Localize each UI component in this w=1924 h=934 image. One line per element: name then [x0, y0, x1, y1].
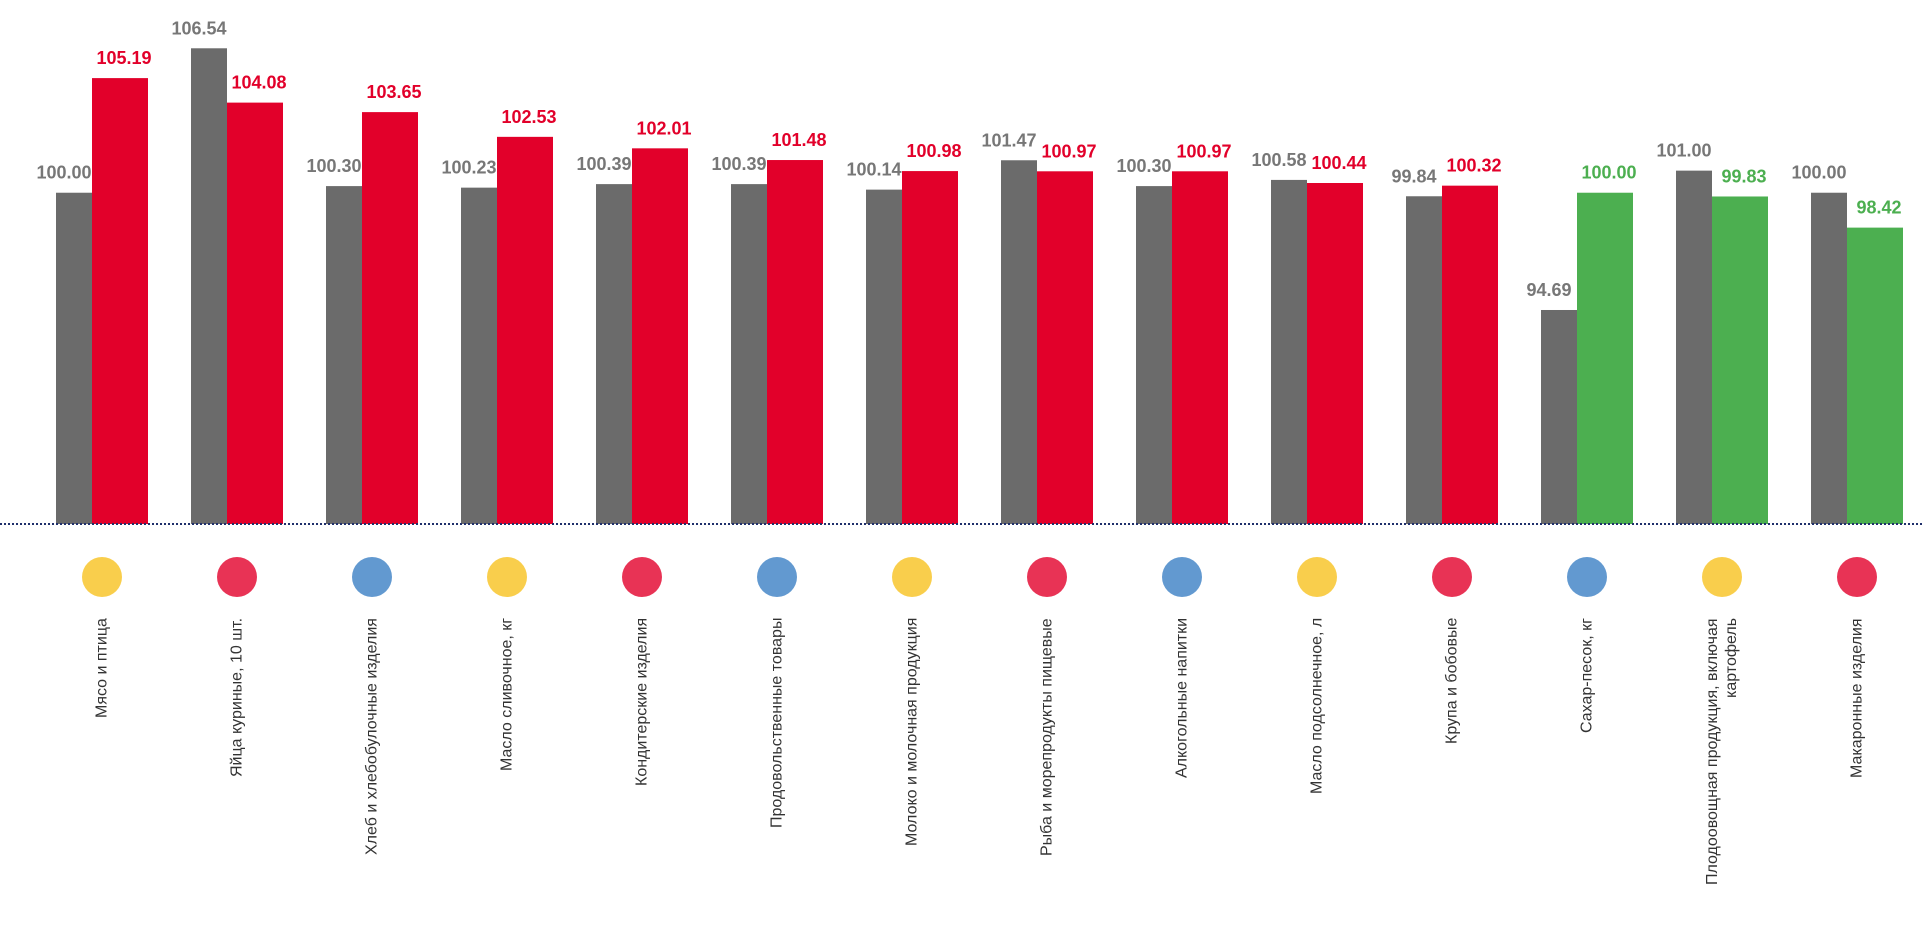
bar [1811, 193, 1847, 524]
x-tick-label: Крупа и бобовые [1443, 618, 1462, 918]
bar [1712, 196, 1768, 524]
icon [1027, 557, 1067, 597]
value-label: 103.65 [366, 82, 421, 102]
x-tick-label: Масло подсолнечное, л [1308, 618, 1327, 918]
bar [902, 171, 958, 524]
bar [362, 112, 418, 524]
icon [757, 557, 797, 597]
value-label: 100.44 [1311, 153, 1366, 173]
bar [1577, 193, 1633, 524]
value-label: 101.47 [981, 130, 1036, 150]
x-tick-label: Мясо и птица [93, 618, 112, 918]
icon [1702, 557, 1742, 597]
value-label: 100.14 [846, 160, 901, 180]
bar [1847, 228, 1903, 524]
value-label: 100.00 [36, 163, 91, 183]
page: 100.00 105.19 106.54 104.08 100.30 103.65 100.… [0, 0, 1924, 934]
bar [632, 148, 688, 524]
bar [1442, 186, 1498, 524]
x-tick-label: Масло сливочное, кг [498, 618, 517, 918]
value-label: 98.42 [1856, 198, 1901, 218]
icon [487, 557, 527, 597]
icon [1297, 557, 1337, 597]
icon [1162, 557, 1202, 597]
bar [461, 188, 497, 524]
icon [1432, 557, 1472, 597]
x-tick-label: Макаронные изделия [1848, 618, 1867, 918]
x-tick-label: Алкогольные напитки [1173, 618, 1192, 918]
bar [326, 186, 362, 524]
x-tick-label: Яйца куриные, 10 шт. [228, 618, 247, 918]
value-label: 100.00 [1581, 163, 1636, 183]
x-tick-label: Хлеб и хлебобулочные изделия [363, 618, 382, 918]
value-label: 99.83 [1721, 166, 1766, 186]
value-label: 100.97 [1176, 141, 1231, 161]
icon [217, 557, 257, 597]
value-label: 102.53 [501, 107, 556, 127]
bar [1271, 180, 1307, 524]
bar [92, 78, 148, 524]
bar [56, 193, 92, 524]
value-label: 100.98 [906, 141, 961, 161]
value-label: 100.58 [1251, 150, 1306, 170]
bar [596, 184, 632, 524]
icon [622, 557, 662, 597]
x-tick-label: Сахар-песок, кг [1578, 618, 1597, 918]
value-label: 100.39 [576, 154, 631, 174]
value-label: 94.69 [1526, 280, 1571, 300]
value-label: 100.39 [711, 154, 766, 174]
bar [1001, 160, 1037, 524]
value-label: 100.30 [1116, 156, 1171, 176]
bar [767, 160, 823, 524]
bar [731, 184, 767, 524]
bar [1406, 196, 1442, 524]
bar [1136, 186, 1172, 524]
x-tick-label: Продовольственные товары [768, 618, 787, 918]
icon [1567, 557, 1607, 597]
icon [1837, 557, 1877, 597]
bar [1172, 171, 1228, 524]
bar [866, 190, 902, 524]
value-label: 100.00 [1791, 163, 1846, 183]
value-label: 102.01 [636, 118, 691, 138]
bar [497, 137, 553, 524]
value-label: 99.84 [1391, 166, 1436, 186]
x-tick-label: Кондитерские изделия [633, 618, 652, 918]
value-label: 100.30 [306, 156, 361, 176]
value-label: 104.08 [231, 73, 286, 93]
bar [191, 48, 227, 524]
bar [1307, 183, 1363, 524]
value-label: 100.23 [441, 158, 496, 178]
value-label: 100.32 [1446, 156, 1501, 176]
icon [892, 557, 932, 597]
chart: 100.00 105.19 106.54 104.08 100.30 103.65 100.… [0, 0, 1924, 934]
bar [1676, 171, 1712, 524]
icon [82, 557, 122, 597]
bar [1037, 171, 1093, 524]
icon [352, 557, 392, 597]
value-label: 105.19 [96, 48, 151, 68]
value-label: 106.54 [171, 18, 226, 38]
value-label: 100.97 [1041, 141, 1096, 161]
x-tick-label: Плодоовощная продукция, включая картофел… [1703, 618, 1741, 918]
value-label: 101.48 [771, 130, 826, 150]
x-tick-label: Молоко и молочная продукция [903, 618, 922, 918]
bar [1541, 310, 1577, 524]
x-tick-label: Рыба и морепродукты пищевые [1038, 618, 1057, 918]
value-label: 101.00 [1656, 141, 1711, 161]
bar [227, 103, 283, 524]
